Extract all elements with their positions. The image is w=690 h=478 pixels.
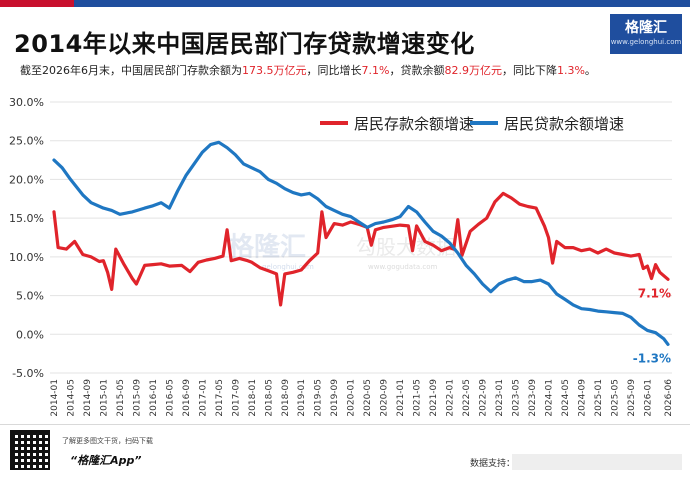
- x-tick-label: 2014-09: [83, 379, 93, 417]
- x-tick-label: 2023-05: [512, 379, 522, 417]
- subtitle-text: 。: [584, 64, 596, 77]
- watermark-right-sub: www.gogudata.com: [368, 263, 437, 271]
- legend-label: 居民贷款余额增速: [504, 115, 624, 133]
- subtitle-text: 截至2026年6月末，中国居民部门存款余额为: [20, 64, 242, 77]
- x-tick-label: 2014-05: [66, 379, 76, 417]
- y-tick-label: -5.0%: [12, 367, 44, 380]
- x-tick-label: 2021-01: [396, 379, 406, 417]
- x-tick-label: 2025-01: [594, 379, 604, 417]
- subtitle-text: ，同比增长: [306, 64, 362, 77]
- page-title: 2014年以来中国居民部门存贷款增速变化: [14, 30, 475, 58]
- x-tick-label: 2025-05: [610, 379, 620, 417]
- y-tick-label: 15.0%: [9, 212, 44, 225]
- x-tick-label: 2015-01: [99, 379, 109, 417]
- subtitle-highlight: 82.9万亿元: [444, 64, 502, 77]
- x-tick-label: 2020-01: [347, 379, 357, 417]
- x-tick-label: 2018-01: [248, 379, 258, 417]
- x-tick-label: 2024-09: [577, 379, 587, 417]
- x-tick-label: 2026-06: [664, 379, 674, 417]
- page-subtitle: 截至2026年6月末，中国居民部门存款余额为173.5万亿元，同比增长7.1%，…: [20, 62, 596, 78]
- legend-label: 居民存款余额增速: [354, 115, 474, 133]
- subtitle-highlight: 173.5万亿元: [242, 64, 307, 77]
- x-tick-label: 2023-01: [495, 379, 505, 417]
- x-tick-label: 2015-05: [116, 379, 126, 417]
- x-tick-label: 2021-05: [413, 379, 423, 417]
- brand-logo: 格隆汇 www.gelonghui.com: [610, 14, 682, 54]
- x-tick-label: 2017-01: [198, 379, 208, 417]
- x-tick-label: 2019-09: [330, 379, 340, 417]
- x-tick-label: 2022-09: [479, 379, 489, 417]
- x-tick-label: 2019-05: [314, 379, 324, 417]
- subtitle-text: ，同比下降: [501, 64, 557, 77]
- qr-code-icon: [10, 430, 50, 470]
- x-tick-label: 2014-01: [50, 379, 60, 417]
- x-tick-label: 2022-01: [446, 379, 456, 417]
- x-tick-label: 2022-05: [462, 379, 472, 417]
- x-tick-label: 2026-01: [643, 379, 653, 417]
- data-source-label: 数据支持：: [470, 459, 516, 469]
- x-tick-label: 2015-09: [132, 379, 142, 417]
- top-accent: [0, 0, 74, 7]
- x-tick-label: 2018-09: [281, 379, 291, 417]
- x-tick-label: 2018-05: [264, 379, 274, 417]
- x-tick-label: 2024-01: [544, 379, 554, 417]
- x-tick-label: 2024-05: [561, 379, 571, 417]
- brand-logo-name: 格隆汇: [625, 20, 667, 36]
- top-bar: [0, 0, 690, 7]
- loan-growth-line: [52, 140, 670, 346]
- x-tick-label: 2017-05: [215, 379, 225, 417]
- y-tick-label: 20.0%: [9, 173, 44, 186]
- brand-logo-url: www.gelonghui.com: [610, 38, 682, 46]
- x-tick-label: 2020-09: [380, 379, 390, 417]
- x-tick-label: 2021-09: [429, 379, 439, 417]
- footer-note: 了解更多图文干货，扫码下载: [62, 437, 153, 445]
- x-tick-label: 2016-09: [182, 379, 192, 417]
- x-tick-label: 2016-05: [165, 379, 175, 417]
- watermark-left-sub: gelonghui.com: [262, 263, 314, 271]
- subtitle-highlight: 7.1%: [361, 64, 390, 77]
- x-tick-label: 2020-05: [363, 379, 373, 417]
- deposit-end-label: 7.1%: [638, 286, 671, 300]
- x-tick-label: 2017-09: [231, 379, 241, 417]
- line-chart: -5.0% 0.0% 5.0% 10.0% 15.0% 20.0% 25.0% 30.0% 格隆…: [9, 96, 674, 417]
- subtitle-text: ，贷款余额: [389, 64, 445, 77]
- watermark-left: 格隆汇: [228, 231, 306, 262]
- y-tick-label: 10.0%: [9, 251, 44, 264]
- footer-app-name: “格隆汇App”: [70, 454, 142, 467]
- loan-end-label: -1.3%: [633, 351, 671, 365]
- x-tick-label: 2019-01: [297, 379, 307, 417]
- x-tick-label: 2023-09: [528, 379, 538, 417]
- y-tick-label: 25.0%: [9, 135, 44, 148]
- data-source-bar: [512, 454, 682, 470]
- y-tick-label: 5.0%: [16, 290, 44, 303]
- y-tick-label: 0.0%: [16, 328, 44, 341]
- footer-divider: [0, 424, 690, 425]
- subtitle-highlight: 1.3%: [556, 64, 585, 77]
- y-tick-label: 30.0%: [9, 96, 44, 109]
- x-tick-label: 2025-09: [627, 379, 637, 417]
- x-tick-label: 2016-01: [149, 379, 159, 417]
